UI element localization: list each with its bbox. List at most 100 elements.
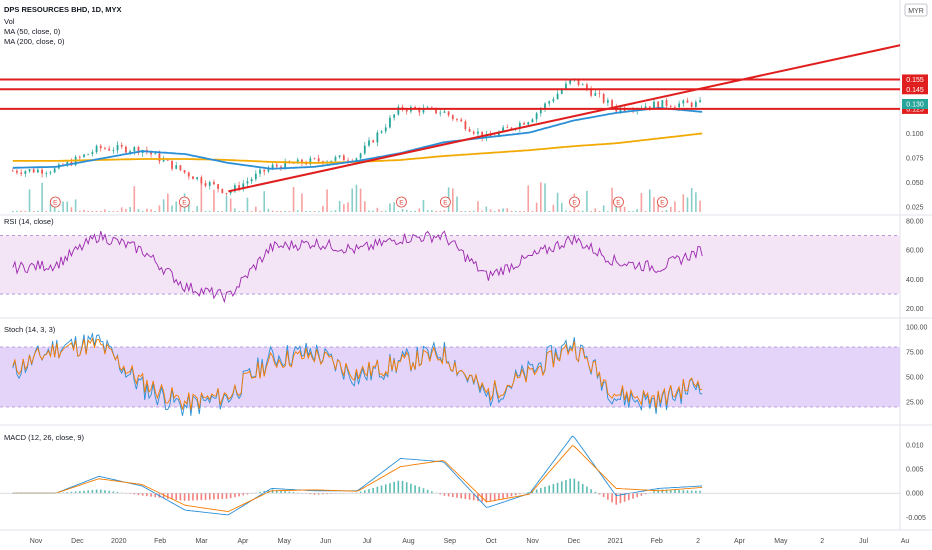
macd-hist-bar	[552, 484, 555, 494]
macd-hist-bar	[548, 485, 550, 494]
macd-hist-bar	[112, 491, 115, 494]
candle-body	[200, 177, 203, 184]
macd-signal-line	[12, 445, 703, 512]
macd-hist-bar	[623, 493, 626, 502]
volume-bar	[58, 210, 60, 212]
macd-hist-bar	[171, 493, 173, 500]
macd-hist-bar	[695, 490, 697, 494]
candle-body	[342, 155, 345, 161]
candle-body	[481, 131, 484, 139]
volume-bar	[632, 210, 634, 212]
macd-hist-bar	[179, 493, 182, 501]
macd-hist-bar	[313, 493, 316, 495]
macd-hist-bar	[196, 493, 198, 501]
macd-hist-bar	[150, 493, 152, 497]
volume-bar	[477, 201, 479, 212]
candle-body	[104, 148, 106, 150]
candle-body	[464, 121, 467, 130]
candle-body	[32, 169, 35, 173]
candle-body	[330, 160, 333, 162]
candle-body	[665, 100, 668, 107]
volume-bar	[32, 211, 35, 212]
macd-hist-bar	[653, 491, 655, 494]
macd-hist-bar	[401, 480, 404, 494]
macd-hist-bar	[217, 493, 219, 500]
volume-bar	[514, 210, 517, 212]
volume-bar	[607, 210, 609, 212]
macd-hist-bar	[267, 489, 270, 494]
volume-bar	[146, 208, 148, 212]
y-tick-label: 0.050	[906, 180, 924, 187]
macd-hist-bar	[598, 493, 601, 495]
macd-hist-bar	[275, 490, 278, 494]
volume-bar	[389, 203, 391, 212]
volume-bar	[263, 191, 266, 212]
candle-body	[45, 172, 48, 174]
trendline[interactable]	[228, 44, 901, 193]
candle-body	[518, 123, 521, 129]
volume-bar	[380, 210, 383, 212]
candle-body	[355, 158, 358, 162]
candle-body	[24, 171, 27, 174]
y-tick-label: 25.00	[906, 400, 924, 407]
study-vol: Vol	[4, 17, 15, 26]
volume-bar	[326, 189, 328, 212]
candle-body	[309, 158, 312, 165]
panel-separators	[0, 0, 932, 531]
volume-bar	[602, 205, 605, 212]
volume-bar	[16, 210, 18, 212]
candle-body	[548, 101, 551, 104]
candle-body	[472, 131, 475, 134]
level-tag-0	[902, 74, 928, 85]
candle-body	[108, 148, 111, 151]
macd-hist-bar	[62, 492, 64, 494]
candle-body	[83, 154, 85, 157]
volume-bar	[313, 210, 316, 212]
macd-hist-bar	[498, 493, 500, 500]
volume-bar	[79, 210, 81, 212]
macd-hist-bar	[87, 490, 90, 494]
candle-body	[37, 169, 39, 173]
candle-body	[87, 153, 90, 155]
macd-hist-bar	[359, 491, 362, 494]
x-tick-label: Mar	[195, 538, 208, 545]
volume-bar	[200, 182, 203, 212]
y-tick-label: 20.00	[906, 306, 924, 313]
candle-body	[66, 161, 69, 166]
x-tick-label: Oct	[486, 538, 497, 545]
candle-body	[527, 122, 530, 125]
candle-body	[565, 83, 567, 90]
macd-hist-bar	[611, 493, 613, 503]
macd-hist-bar	[213, 493, 215, 500]
volume-bar	[405, 210, 408, 212]
candle-body	[523, 123, 525, 125]
candle-body	[192, 176, 194, 180]
candle-body	[397, 106, 400, 115]
volume-bar	[179, 202, 182, 212]
macd-hist-bar	[439, 493, 442, 495]
volume-bar	[590, 211, 592, 212]
macd-hist-bar	[225, 493, 228, 499]
volume-bar	[636, 209, 639, 212]
volume-bar	[296, 210, 299, 212]
level-tag-label-2: 0.125	[906, 106, 924, 113]
candle-body	[91, 152, 94, 154]
earnings-label-0: E	[53, 200, 58, 207]
candle-body	[246, 181, 249, 184]
candle-body	[418, 108, 421, 113]
candle-body	[187, 172, 190, 177]
volume-bar	[498, 209, 500, 212]
macd-hist-bar	[187, 493, 190, 501]
volume-bar	[472, 210, 475, 212]
macd-hist-bar	[154, 493, 157, 498]
macd-histogram	[11, 478, 701, 505]
candle-body	[133, 147, 136, 152]
horizontal-levels[interactable]	[0, 78, 900, 110]
volume-bar	[208, 210, 211, 212]
candle-body	[313, 158, 316, 160]
volume-bar	[410, 210, 412, 212]
earnings-marker-2	[396, 196, 407, 208]
currency-badge[interactable]: MYR	[904, 3, 928, 17]
volume-bar	[158, 205, 161, 212]
